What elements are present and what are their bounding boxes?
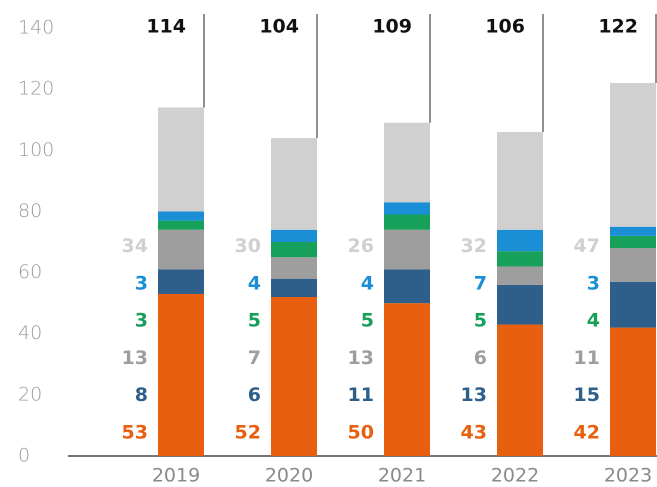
- bar-segment: [158, 107, 204, 212]
- bar-segment: [271, 229, 317, 242]
- x-tick-label: 2020: [265, 465, 313, 487]
- bar-segment: [384, 214, 430, 230]
- total-label: 106: [485, 16, 525, 38]
- value-label: 5: [361, 310, 374, 332]
- value-label: 34: [122, 235, 148, 257]
- bar-segment: [158, 269, 204, 294]
- value-label: 42: [574, 422, 600, 444]
- value-label: 47: [574, 235, 600, 257]
- y-tick-label: 0: [18, 445, 30, 467]
- y-tick-label: 40: [18, 322, 42, 344]
- value-label: 8: [135, 384, 148, 406]
- y-tick-label: 120: [18, 78, 54, 100]
- value-label: 53: [122, 422, 148, 444]
- y-tick-label: 140: [18, 17, 54, 39]
- bar-segment: [610, 235, 656, 249]
- value-label: 30: [235, 235, 261, 257]
- bar-segment: [384, 303, 430, 456]
- value-label: 6: [248, 384, 261, 406]
- bar-segment: [158, 229, 204, 270]
- bar-segment: [497, 324, 543, 456]
- bar-segment: [158, 211, 204, 221]
- y-tick-label: 100: [18, 139, 54, 161]
- bar-segment: [384, 122, 430, 203]
- bar-segment: [610, 327, 656, 456]
- value-label: 7: [474, 272, 487, 294]
- bar-segment: [158, 220, 204, 230]
- bar-segment: [271, 138, 317, 230]
- bar-segment: [497, 266, 543, 285]
- bar-segment: [497, 229, 543, 252]
- x-tick-label: 2023: [604, 465, 652, 487]
- value-label: 15: [574, 384, 600, 406]
- value-label: 3: [135, 272, 148, 294]
- y-tick-label: 20: [18, 383, 42, 405]
- bar-segment: [610, 248, 656, 282]
- x-tick-label: 2022: [491, 465, 539, 487]
- total-label: 122: [598, 16, 638, 38]
- bar-segment: [271, 278, 317, 298]
- value-label: 7: [248, 347, 261, 369]
- bar-segment: [610, 226, 656, 236]
- y-tick-label: 60: [18, 261, 42, 283]
- value-label: 32: [461, 235, 487, 257]
- bar-segment: [271, 242, 317, 258]
- bar-segment: [610, 83, 656, 227]
- total-label: 114: [146, 16, 186, 38]
- value-label: 4: [248, 272, 261, 294]
- bar-segment: [384, 202, 430, 215]
- value-label: 52: [235, 422, 261, 444]
- bar-segment: [497, 284, 543, 325]
- value-label: 13: [348, 347, 374, 369]
- value-label: 5: [474, 310, 487, 332]
- bar-segment: [497, 251, 543, 267]
- value-label: 13: [122, 347, 148, 369]
- value-label: 4: [361, 272, 374, 294]
- bar-segment: [610, 281, 656, 328]
- value-label: 26: [348, 235, 374, 257]
- total-label: 109: [372, 16, 412, 38]
- bar-segment: [271, 297, 317, 456]
- value-label: 5: [248, 310, 261, 332]
- bar-segment: [271, 257, 317, 279]
- bar-segment: [384, 269, 430, 304]
- bar-segment: [158, 293, 204, 456]
- x-tick-label: 2019: [152, 465, 200, 487]
- value-label: 4: [587, 310, 600, 332]
- value-label: 11: [574, 347, 600, 369]
- bar-segment: [497, 131, 543, 230]
- value-label: 11: [348, 384, 374, 406]
- y-tick-label: 80: [18, 200, 42, 222]
- value-label: 13: [461, 384, 487, 406]
- value-label: 6: [474, 347, 487, 369]
- value-label: 43: [461, 422, 487, 444]
- total-label: 104: [259, 16, 299, 38]
- value-label: 3: [587, 272, 600, 294]
- x-tick-label: 2021: [378, 465, 426, 487]
- bar-segment: [384, 229, 430, 270]
- value-label: 50: [348, 422, 374, 444]
- value-label: 3: [135, 310, 148, 332]
